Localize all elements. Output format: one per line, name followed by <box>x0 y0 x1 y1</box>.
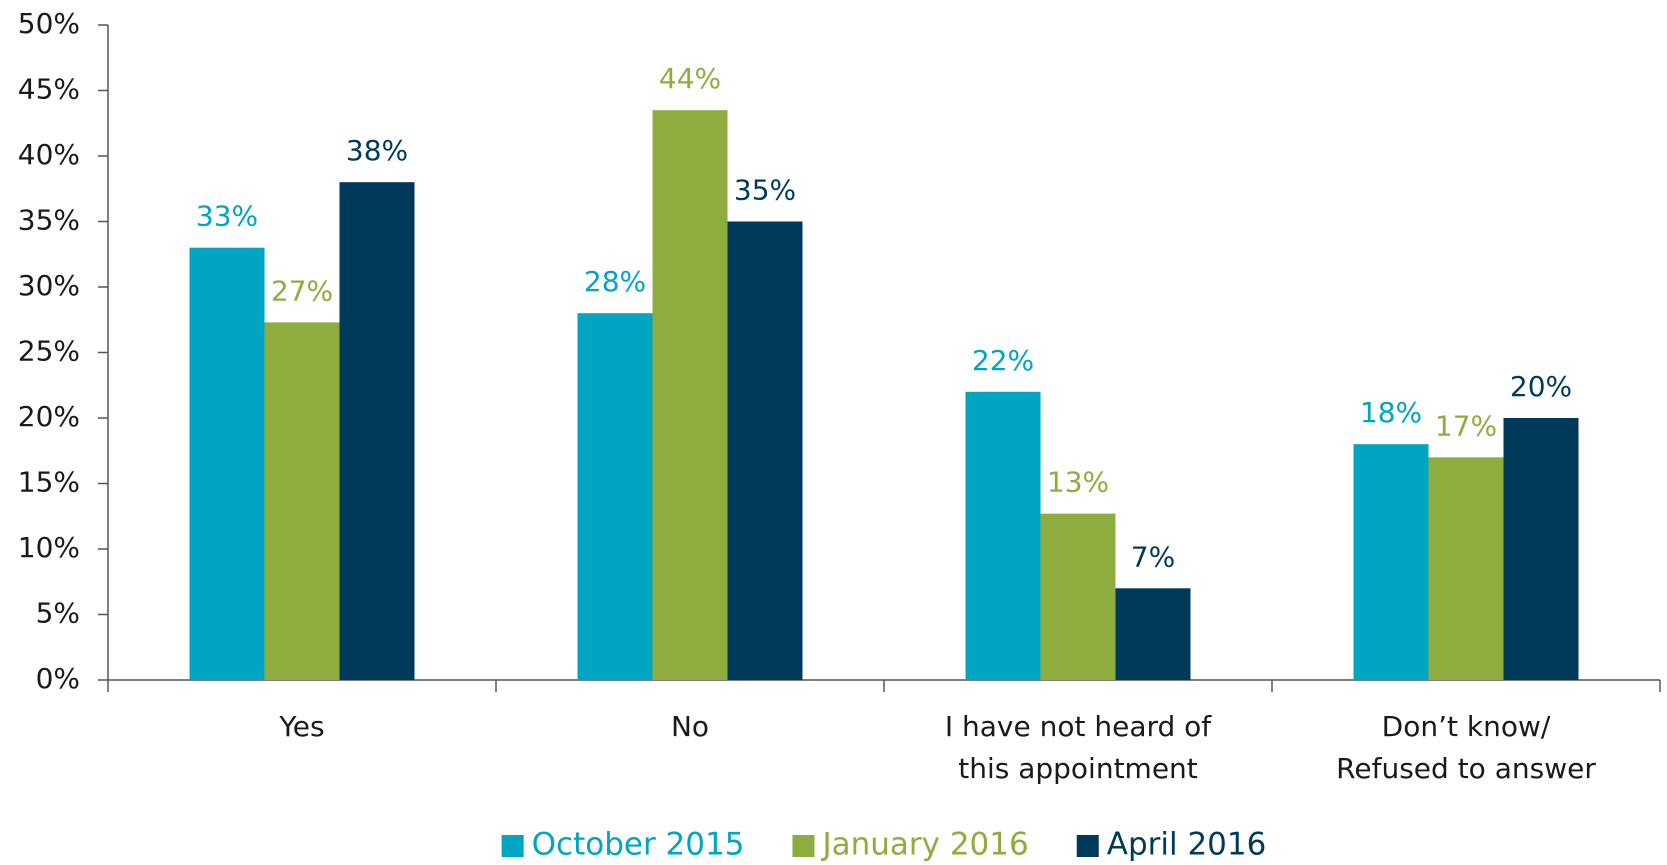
bar <box>652 110 728 680</box>
x-tick-label: No <box>671 710 709 743</box>
bar <box>1503 418 1579 680</box>
bar <box>577 313 653 680</box>
legend-swatch <box>792 835 815 857</box>
value-label: 18% <box>1360 396 1422 429</box>
value-label: 44% <box>659 62 721 95</box>
legend-swatch <box>501 835 524 857</box>
y-tick-label: 35% <box>18 204 80 237</box>
value-label: 27% <box>271 274 333 307</box>
legend-label: April 2016 <box>1107 827 1267 863</box>
bar <box>189 247 265 680</box>
y-tick-label: 15% <box>18 466 80 499</box>
y-tick-label: 0% <box>36 662 80 695</box>
y-tick-label: 20% <box>18 400 80 433</box>
bar <box>1353 444 1429 680</box>
legend-label: October 2015 <box>532 827 745 863</box>
value-label: 20% <box>1510 370 1572 403</box>
x-tick-label: this appointment <box>958 752 1198 785</box>
bar <box>965 391 1041 680</box>
value-label: 13% <box>1047 466 1109 499</box>
value-label: 22% <box>972 344 1034 377</box>
legend-label: January 2016 <box>820 827 1028 863</box>
value-label: 7% <box>1131 540 1175 573</box>
value-label: 38% <box>346 134 408 167</box>
bar <box>264 322 340 680</box>
y-tick-label: 5% <box>36 597 80 630</box>
y-tick-label: 30% <box>18 269 80 302</box>
y-tick-label: 45% <box>18 73 80 106</box>
y-tick-label: 50% <box>18 7 80 40</box>
value-label: 35% <box>734 174 796 207</box>
bar <box>1115 588 1191 680</box>
legend-swatch <box>1076 835 1099 857</box>
y-tick-label: 25% <box>18 335 80 368</box>
value-label: 17% <box>1435 409 1497 442</box>
y-tick-label: 10% <box>18 531 80 564</box>
bar <box>1428 457 1504 680</box>
bar <box>339 182 415 680</box>
y-tick-label: 40% <box>18 138 80 171</box>
x-tick-label: Don’t know/ <box>1382 710 1551 743</box>
value-label: 28% <box>584 265 646 298</box>
x-tick-label: Yes <box>278 710 324 743</box>
x-tick-label: Refused to answer <box>1336 752 1596 785</box>
value-label: 33% <box>196 200 258 233</box>
x-tick-label: I have not heard of <box>945 710 1212 743</box>
bar <box>1040 513 1116 680</box>
bar <box>727 221 803 680</box>
